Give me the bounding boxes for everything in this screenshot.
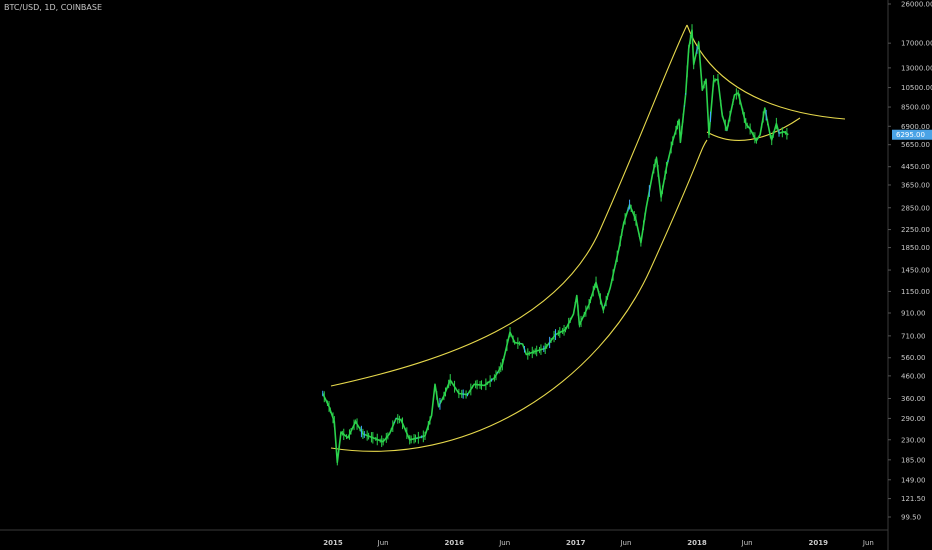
y-tick-label: 6900.00 — [901, 123, 930, 131]
x-tick-label: Jun — [498, 539, 510, 547]
x-tick-label: Jun — [377, 539, 389, 547]
y-tick-label: 4450.00 — [901, 163, 930, 171]
y-tick-label: 290.00 — [901, 415, 926, 423]
price-series — [321, 24, 789, 466]
price-tag-label: 6295.00 — [896, 131, 925, 139]
y-tick-label: 26000.00 — [901, 1, 932, 9]
y-tick-label: 8500.00 — [901, 104, 930, 112]
y-tick-label: 10500.00 — [901, 84, 932, 92]
y-tick-label: 121.50 — [901, 495, 926, 503]
y-tick-label: 230.00 — [901, 436, 926, 444]
y-tick-label: 149.00 — [901, 476, 926, 484]
channel-curve — [330, 139, 708, 452]
y-tick-label: 710.00 — [901, 332, 926, 340]
time-axis: 2015 Jun 2016 Jun 2017 Jun 2018 Jun 2019 Jun — [323, 539, 874, 547]
y-tick-label: 360.00 — [901, 395, 926, 403]
y-tick-label: 1850.00 — [901, 244, 930, 252]
x-tick-label: 2017 — [566, 539, 586, 547]
last-price-tag: 6295.00 — [892, 129, 932, 140]
x-tick-label: Jun — [741, 539, 753, 547]
y-tick-label: 1450.00 — [901, 267, 930, 275]
y-tick-label: 560.00 — [901, 354, 926, 362]
channel-curve — [706, 117, 801, 141]
price-axis: 26000.00 17000.00 13000.00 10500.00 8500.00 6… — [888, 1, 932, 522]
y-tick-label: 13000.00 — [901, 64, 932, 72]
y-tick-label: 185.00 — [901, 456, 926, 464]
x-tick-label: 2015 — [323, 539, 343, 547]
y-tick-label: 17000.00 — [901, 40, 932, 48]
y-tick-label: 2850.00 — [901, 204, 930, 212]
x-tick-label: 2019 — [808, 539, 828, 547]
y-tick-label: 5650.00 — [901, 141, 930, 149]
x-tick-label: 2016 — [444, 539, 464, 547]
y-tick-label: 3650.00 — [901, 181, 930, 189]
x-tick-label: Jun — [619, 539, 631, 547]
y-tick-label: 910.00 — [901, 309, 926, 317]
channel-curve — [686, 24, 846, 120]
y-tick-label: 99.50 — [901, 514, 921, 522]
y-tick-label: 1150.00 — [901, 288, 930, 296]
symbol-label: BTC/USD, 1D, COINBASE — [4, 3, 103, 12]
x-tick-label: 2018 — [687, 539, 707, 547]
price-tag-bg — [892, 129, 932, 140]
y-tick-label: 460.00 — [901, 372, 926, 380]
x-tick-label: Jun — [862, 539, 874, 547]
channel-curve — [330, 24, 688, 387]
price-line — [321, 29, 789, 464]
channel-lines — [330, 24, 846, 452]
y-tick-label: 2250.00 — [901, 226, 930, 234]
